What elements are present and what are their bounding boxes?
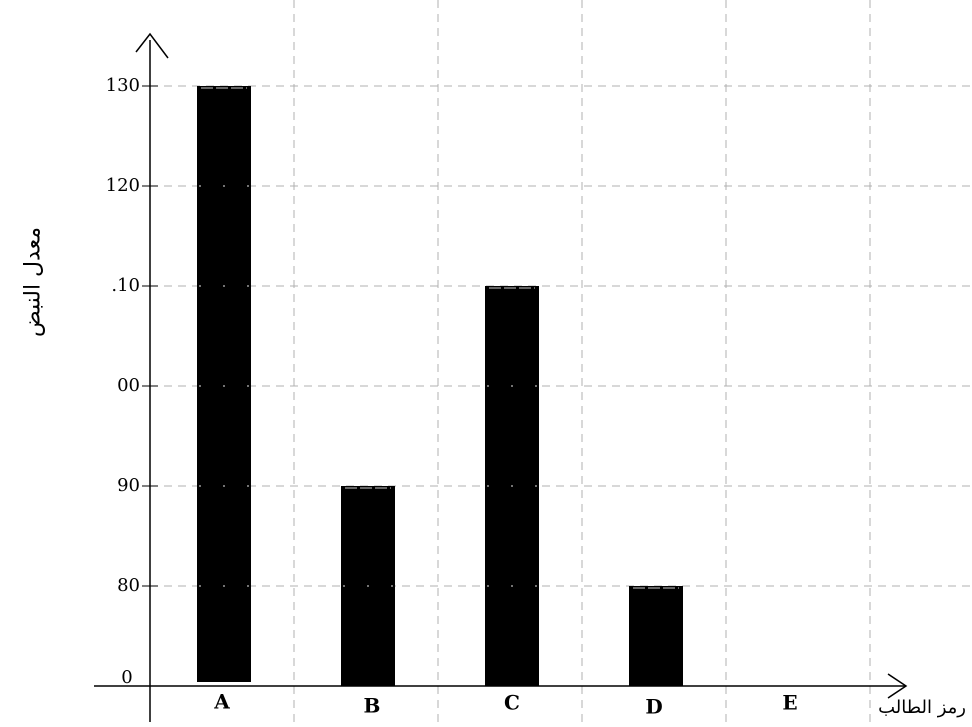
y-tick-label: 00 bbox=[117, 375, 140, 396]
y-tick-label: 0 bbox=[121, 667, 132, 688]
y-tick-label: 90 bbox=[117, 475, 140, 496]
y-axis-label: معدل النبض bbox=[20, 227, 46, 337]
x-axis-label: رمز الطالب bbox=[878, 697, 966, 718]
y-tick-label: .10 bbox=[111, 275, 140, 296]
y-tick-label: 80 bbox=[117, 575, 140, 596]
x-tick-labels: A B C D E bbox=[213, 690, 797, 719]
bars bbox=[197, 86, 683, 686]
y-axis-arrowhead bbox=[135, 32, 169, 59]
x-axis-arrowhead bbox=[887, 673, 908, 699]
x-tick-label-E: E bbox=[782, 691, 797, 715]
y-tick-label: 130 bbox=[106, 75, 140, 96]
axes bbox=[94, 32, 908, 722]
bar-A bbox=[197, 86, 251, 682]
x-tick-label-D: D bbox=[645, 695, 662, 719]
bar-D bbox=[629, 586, 683, 686]
y-tick-labels: 0 80 90 00 .10 120 130 bbox=[106, 75, 140, 688]
gridlines bbox=[150, 0, 972, 727]
x-tick-label-B: B bbox=[364, 694, 381, 718]
y-tick-label: 120 bbox=[106, 175, 140, 196]
x-tick-label-C: C bbox=[504, 691, 520, 715]
x-tick-label-A: A bbox=[213, 690, 230, 714]
